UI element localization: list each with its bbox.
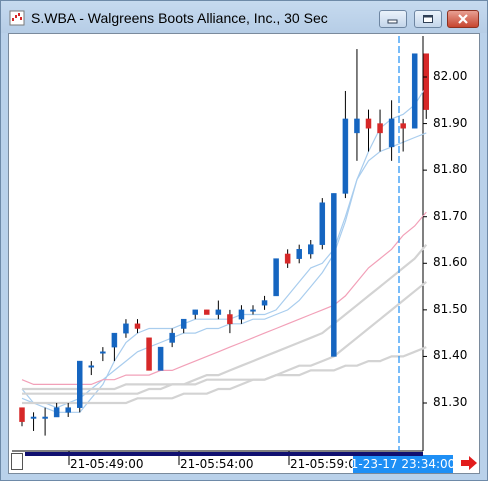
up-candle-25 (296, 249, 302, 259)
price-axis-label: 81.30 (433, 395, 468, 409)
price-axis-label: 82.00 (433, 69, 468, 83)
down-candle-17 (204, 309, 210, 315)
down-candle-19 (227, 314, 233, 325)
up-candle-30 (354, 118, 360, 134)
up-candle-20 (238, 309, 245, 320)
title-bar[interactable]: S.WBA - Walgreens Boots Alliance, Inc., … (1, 1, 487, 33)
up-candle-7 (88, 365, 95, 368)
maximize-icon (423, 15, 433, 23)
up-candle-3 (42, 416, 48, 419)
scroll-track[interactable] (25, 452, 423, 456)
up-candle-26 (308, 244, 314, 255)
up-candle-4 (53, 407, 60, 418)
minimize-icon (387, 19, 398, 24)
chart-app-icon[interactable] (9, 10, 25, 26)
moving-average-line-2 (21, 85, 427, 409)
price-axis-label: 81.60 (433, 255, 468, 270)
up-candle-16 (192, 309, 198, 315)
price-axis-label: 81.90 (433, 115, 468, 130)
down-candle-32 (377, 123, 383, 134)
down-candle-24 (284, 253, 291, 264)
price-axis-label: 81.80 (433, 162, 468, 177)
time-axis-label: 21-05:49:00 (70, 457, 144, 471)
up-candle-15 (180, 318, 187, 329)
time-axis-label: 21-05:54:00 (180, 457, 254, 471)
up-candle-29 (342, 118, 349, 194)
cursor-time-label: 1-23-17 23:34:00 (350, 455, 456, 473)
up-candle-8 (100, 351, 106, 354)
window-title: S.WBA - Walgreens Boots Alliance, Inc., … (31, 10, 328, 26)
up-candle-18 (215, 309, 222, 315)
scroll-right-arrow-icon[interactable] (460, 455, 478, 471)
up-candle-28 (331, 193, 337, 357)
up-candle-33 (388, 118, 395, 148)
up-candle-13 (157, 346, 164, 371)
minimize-button[interactable] (379, 10, 407, 28)
price-axis-label: 81.40 (433, 348, 468, 363)
down-candle-12 (146, 337, 152, 371)
close-button[interactable] (447, 10, 479, 28)
scroll-thumb[interactable] (11, 453, 23, 470)
price-axis-label: 81.50 (433, 301, 468, 316)
up-candle-27 (319, 202, 326, 245)
time-scroll-bar[interactable] (9, 451, 423, 475)
up-candle-2 (30, 416, 37, 419)
time-axis-label: 21-05:59:00 (290, 457, 364, 471)
up-candle-21 (250, 309, 256, 312)
up-candle-14 (169, 332, 175, 343)
up-candle-6 (77, 360, 83, 408)
down-candle-31 (365, 118, 372, 129)
close-icon (458, 14, 468, 24)
down-candle-34 (400, 123, 406, 129)
up-candle-5 (65, 407, 71, 413)
moving-average-line-5 (22, 281, 427, 405)
chart-area[interactable]: 82.00 81.90 81.80 81.70 81.60 81.50 81.40 81.30… (8, 33, 480, 474)
down-candle-36 (423, 53, 429, 110)
up-candle-9 (111, 332, 118, 348)
maximize-button[interactable] (414, 10, 442, 28)
up-candle-35 (411, 53, 418, 129)
moving-average-line-4 (22, 243, 428, 395)
moving-average-line-6 (22, 346, 427, 391)
down-candle-1 (19, 407, 25, 422)
moving-average-line-3 (21, 211, 427, 385)
up-candle-23 (273, 258, 279, 297)
price-axis-label: 81.70 (433, 208, 468, 223)
up-candle-22 (261, 300, 268, 306)
price-chart[interactable] (9, 34, 479, 473)
down-candle-11 (134, 323, 141, 329)
up-candle-10 (123, 323, 129, 334)
